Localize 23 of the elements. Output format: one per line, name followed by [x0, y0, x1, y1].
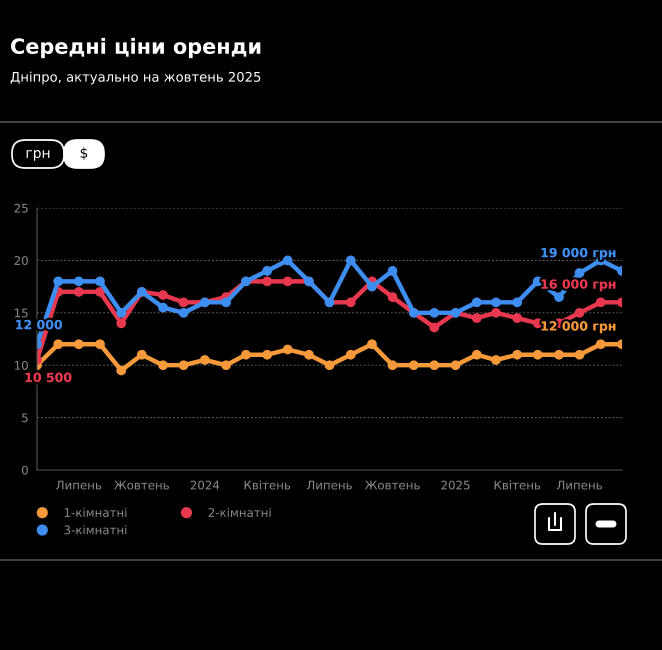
- x-tick-label: 2024: [190, 480, 220, 490]
- y-tick-label: 20: [14, 256, 28, 266]
- x-tick-label: Квітень: [494, 480, 540, 490]
- legend-label: 2-кімнатні: [208, 508, 271, 518]
- y-tick-label: 15: [14, 308, 28, 318]
- x-tick-label: Липень: [556, 480, 602, 490]
- annotation: 10 500: [26, 372, 72, 382]
- x-tick-label: Липень: [306, 480, 352, 490]
- x-tick-label: Липень: [56, 480, 102, 490]
- y-tick-label: 10: [14, 360, 28, 370]
- text: грн: [26, 150, 50, 161]
- x-tick-label: Жовтень: [364, 480, 420, 490]
- x-tick-label: Жовтень: [114, 480, 169, 490]
- y-tick-label: 0: [22, 466, 28, 475]
- legend-label: 3-кімнатні: [64, 525, 126, 534]
- chart-subtitle: Дніпро, актуально на жовтень 2025: [10, 72, 260, 84]
- x-tick-label: Квітень: [244, 480, 290, 490]
- y-tick-label: 5: [22, 413, 28, 422]
- legend-label: 1-кімнатні: [64, 508, 126, 518]
- text: $: [80, 147, 88, 160]
- y-tick-label: 25: [14, 204, 28, 213]
- chart-title: Середні ціни оренди: [11, 38, 260, 58]
- x-tick-label: 2025: [441, 480, 470, 490]
